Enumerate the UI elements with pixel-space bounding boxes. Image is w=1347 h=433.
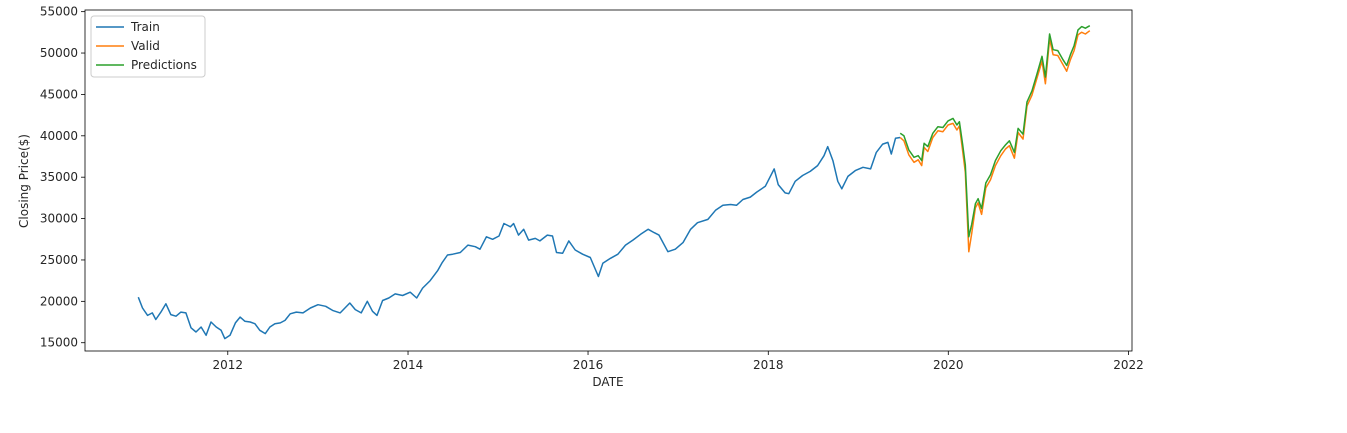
x-tick-label: 2018 — [753, 358, 784, 372]
plot-frame — [84, 9, 1133, 352]
y-tick-label: 20000 — [40, 294, 78, 308]
legend-label-predictions: Predictions — [131, 58, 197, 72]
y-axis-label: Closing Price($) — [17, 134, 31, 228]
legend-label-train: Train — [130, 20, 160, 34]
series-line-valid — [899, 30, 1091, 253]
series-line-train — [137, 136, 901, 340]
y-tick-label: 45000 — [40, 87, 78, 101]
y-axis-ticks: 15000 20000 25000 30000 35000 40000 45000 50000… — [40, 5, 85, 350]
x-tick-label: 2012 — [212, 358, 243, 372]
y-tick-label: 25000 — [40, 253, 78, 267]
y-tick-label: 15000 — [40, 336, 78, 350]
legend: Train Valid Predictions — [90, 15, 206, 78]
x-tick-label: 2014 — [393, 358, 424, 372]
series-layer — [137, 25, 1091, 340]
y-tick-label: 50000 — [40, 46, 78, 60]
y-tick-label: 30000 — [40, 212, 78, 226]
x-tick-label: 2016 — [573, 358, 604, 372]
y-tick-label: 40000 — [40, 129, 78, 143]
legend-label-valid: Valid — [131, 39, 160, 53]
x-tick-label: 2022 — [1113, 358, 1144, 372]
y-tick-label: 55000 — [40, 5, 78, 19]
y-tick-label: 35000 — [40, 170, 78, 184]
x-axis-ticks: 2012 2014 2016 2018 2020 2022 — [212, 351, 1144, 372]
legend-box — [90, 15, 206, 78]
x-axis-label: DATE — [592, 375, 623, 389]
x-tick-label: 2020 — [933, 358, 964, 372]
plot-background — [85, 10, 1132, 351]
series-line-predictions — [899, 25, 1091, 238]
